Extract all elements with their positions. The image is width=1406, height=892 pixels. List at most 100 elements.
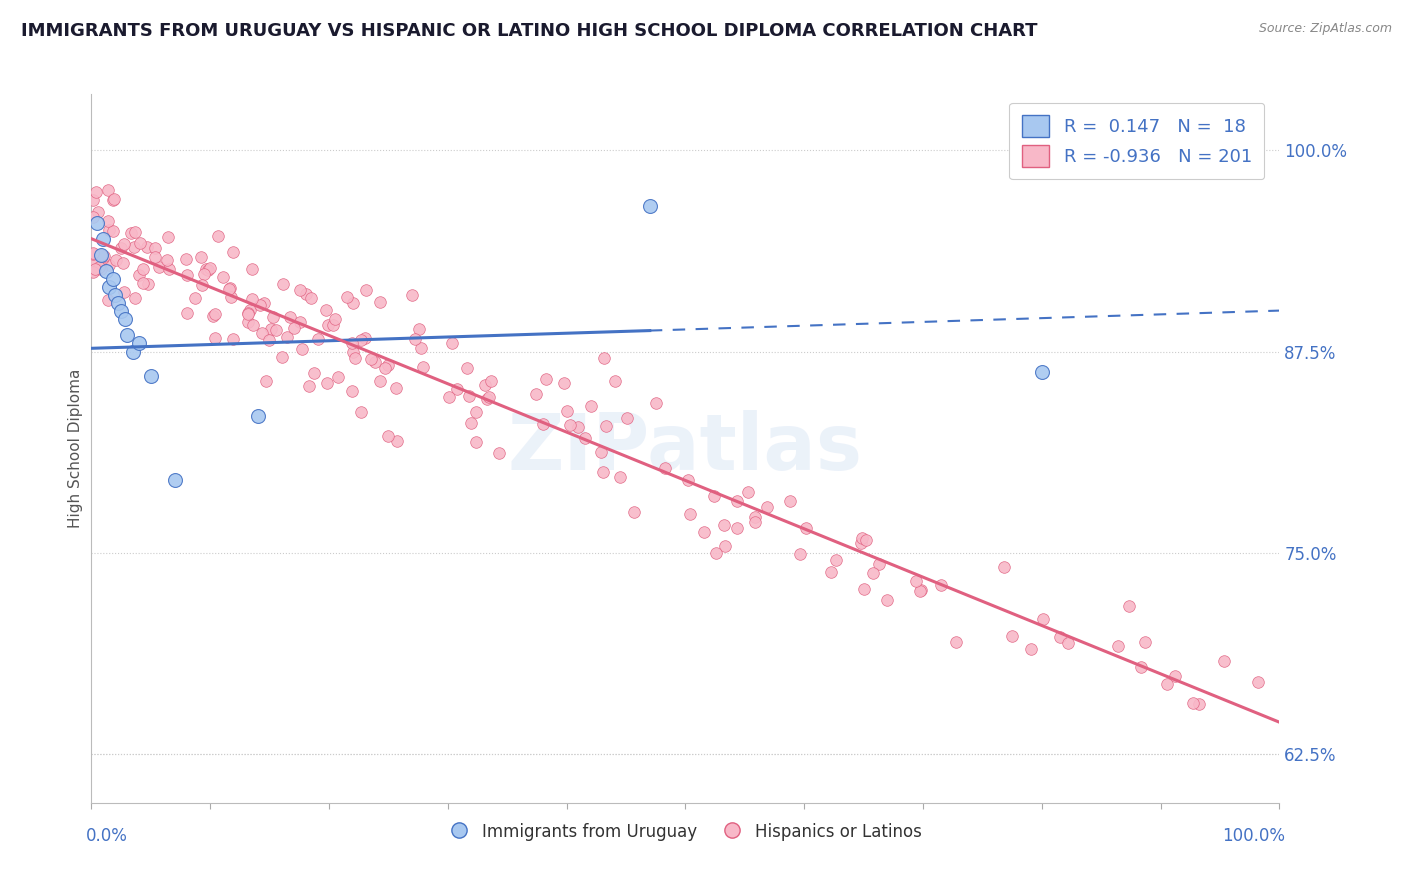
Point xyxy=(110,241,132,255)
Point xyxy=(132,262,155,277)
Point xyxy=(128,336,150,351)
Point xyxy=(349,405,371,419)
Point xyxy=(412,359,434,374)
Point xyxy=(264,323,287,337)
Y-axis label: High School Diploma: High School Diploma xyxy=(67,368,83,528)
Point xyxy=(820,566,842,580)
Point xyxy=(945,635,967,649)
Point xyxy=(107,296,129,310)
Point xyxy=(328,369,350,384)
Point xyxy=(322,318,344,332)
Point xyxy=(207,228,229,243)
Point xyxy=(236,308,259,322)
Point xyxy=(297,379,319,393)
Point xyxy=(377,358,399,372)
Point xyxy=(302,367,325,381)
Point xyxy=(316,318,339,333)
Point xyxy=(910,582,932,597)
Point xyxy=(197,262,219,277)
Point xyxy=(1156,677,1178,691)
Point xyxy=(299,291,322,305)
Point xyxy=(219,281,242,295)
Point xyxy=(385,381,408,395)
Point xyxy=(129,235,152,250)
Point xyxy=(374,361,396,376)
Point xyxy=(124,225,146,239)
Point xyxy=(851,535,873,549)
Point xyxy=(404,332,426,346)
Point xyxy=(176,306,198,320)
Point xyxy=(89,260,111,274)
Point xyxy=(779,494,801,508)
Point xyxy=(254,374,277,388)
Point xyxy=(592,465,614,479)
Point xyxy=(97,223,120,237)
Point xyxy=(1031,366,1053,380)
Point xyxy=(94,264,117,278)
Point xyxy=(236,315,259,329)
Point xyxy=(368,295,391,310)
Point xyxy=(464,405,486,419)
Point xyxy=(605,374,627,388)
Point xyxy=(90,248,112,262)
Point xyxy=(411,341,433,355)
Point xyxy=(250,326,273,340)
Point xyxy=(531,417,554,432)
Point xyxy=(910,583,932,598)
Point xyxy=(368,374,391,388)
Point xyxy=(288,315,311,329)
Point xyxy=(198,261,221,276)
Point xyxy=(110,304,132,318)
Point xyxy=(595,419,617,434)
Point xyxy=(87,205,110,219)
Point xyxy=(638,199,661,213)
Point xyxy=(242,318,264,333)
Point xyxy=(219,290,242,304)
Point xyxy=(114,312,136,326)
Point xyxy=(82,265,104,279)
Point xyxy=(851,532,873,546)
Point xyxy=(307,332,329,346)
Point xyxy=(1133,635,1156,649)
Point xyxy=(103,192,125,206)
Point xyxy=(191,278,214,293)
Point xyxy=(236,305,259,319)
Point xyxy=(558,418,581,433)
Point xyxy=(693,524,716,539)
Point xyxy=(115,328,138,343)
Point xyxy=(654,461,676,475)
Point xyxy=(1181,696,1204,710)
Point xyxy=(1001,629,1024,643)
Point xyxy=(91,232,114,246)
Point xyxy=(82,245,104,260)
Point xyxy=(905,574,928,589)
Point xyxy=(744,515,766,529)
Point xyxy=(176,268,198,283)
Point xyxy=(336,290,359,304)
Point xyxy=(364,355,387,369)
Point xyxy=(291,342,314,356)
Text: 0.0%: 0.0% xyxy=(86,827,128,845)
Point xyxy=(342,345,364,359)
Point xyxy=(278,310,301,324)
Point xyxy=(825,553,848,567)
Point xyxy=(794,521,817,535)
Point xyxy=(112,237,135,252)
Point xyxy=(553,376,575,390)
Point xyxy=(478,391,501,405)
Point xyxy=(488,446,510,460)
Point xyxy=(122,240,145,254)
Point xyxy=(456,360,478,375)
Point xyxy=(704,546,727,560)
Legend: Immigrants from Uruguay, Hispanics or Latinos: Immigrants from Uruguay, Hispanics or La… xyxy=(441,816,929,847)
Point xyxy=(240,292,263,306)
Point xyxy=(105,252,128,267)
Point xyxy=(156,252,179,267)
Point xyxy=(862,566,884,581)
Point xyxy=(737,485,759,500)
Point xyxy=(104,288,127,302)
Point xyxy=(163,474,186,488)
Point xyxy=(1130,660,1153,674)
Point xyxy=(524,387,547,401)
Point xyxy=(124,291,146,305)
